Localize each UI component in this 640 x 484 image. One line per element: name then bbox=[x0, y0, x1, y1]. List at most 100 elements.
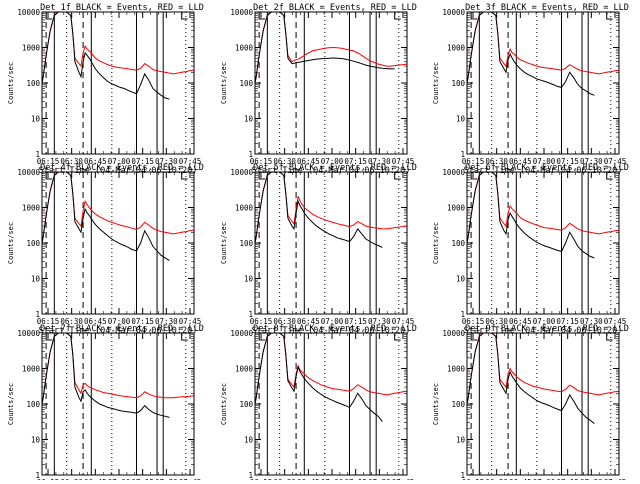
series-lld-line bbox=[255, 12, 407, 84]
x-tick-label: 06:15 bbox=[462, 157, 485, 166]
x-tick-label: 07:00 bbox=[108, 157, 131, 166]
y-tick-label: 100 bbox=[239, 79, 253, 88]
x-tick-label: 06:45 bbox=[84, 157, 107, 166]
y-axis-label: Counts/sec bbox=[220, 383, 228, 425]
x-tick-label: 07:45 bbox=[392, 157, 415, 166]
x-tick-label: 06:15 bbox=[37, 157, 60, 166]
corner-marker bbox=[394, 333, 401, 341]
y-tick-label: 100 bbox=[26, 400, 40, 409]
x-tick-label: 07:00 bbox=[533, 157, 556, 166]
series-events-line bbox=[42, 172, 170, 262]
panel-title: Det 2f BLACK = Events, RED = LLD bbox=[253, 3, 417, 13]
y-tick-label: 10 bbox=[244, 275, 254, 284]
x-axis-label: Start Time (04-Mar-04 06:10:20) bbox=[464, 166, 623, 176]
panel-5: Det 5f BLACK = Events, RED = LLD Counts/s… bbox=[220, 163, 417, 336]
y-tick-label: 10000 bbox=[17, 168, 40, 177]
y-tick-label: 10 bbox=[456, 275, 466, 284]
y-tick-label: 10000 bbox=[442, 329, 465, 338]
y-tick-label: 1000 bbox=[235, 365, 254, 374]
y-axis-label: Counts/sec bbox=[432, 222, 440, 264]
corner-marker bbox=[470, 12, 478, 20]
corner-marker bbox=[45, 12, 53, 20]
series-events-line bbox=[255, 333, 383, 422]
series-lld-line bbox=[467, 333, 619, 405]
y-tick-label: 100 bbox=[26, 239, 40, 248]
y-tick-label: 1000 bbox=[447, 365, 466, 374]
panel-2: Det 2f BLACK = Events, RED = LLD Counts/s… bbox=[220, 3, 417, 176]
x-tick-label: 06:15 bbox=[37, 317, 60, 326]
x-tick-label: 07:30 bbox=[155, 157, 178, 166]
x-tick-label: 06:15 bbox=[462, 317, 485, 326]
y-tick-label: 10000 bbox=[17, 329, 40, 338]
x-tick-label: 07:45 bbox=[392, 317, 415, 326]
x-tick-label: 07:15 bbox=[344, 157, 367, 166]
series-events-line bbox=[255, 172, 383, 248]
x-axis-label: Start Time (04-Mar-04 06:10:20) bbox=[252, 166, 411, 176]
corner-marker bbox=[470, 333, 478, 341]
plot-frame bbox=[41, 171, 195, 315]
x-tick-label: 07:15 bbox=[131, 317, 154, 326]
x-tick-label: 06:15 bbox=[250, 317, 273, 326]
y-tick-label: 10 bbox=[31, 436, 41, 445]
y-tick-label: 1000 bbox=[447, 44, 466, 53]
plot-frame bbox=[254, 171, 408, 315]
x-tick-label: 07:45 bbox=[604, 157, 627, 166]
x-tick-label: 07:15 bbox=[131, 157, 154, 166]
y-tick-label: 1000 bbox=[235, 204, 254, 213]
y-tick-label: 100 bbox=[26, 79, 40, 88]
x-tick-label: 06:30 bbox=[485, 157, 508, 166]
x-tick-label: 06:45 bbox=[297, 157, 320, 166]
corner-marker bbox=[606, 172, 613, 180]
y-tick-label: 1000 bbox=[22, 44, 41, 53]
series-lld-line bbox=[467, 172, 619, 244]
x-tick-label: 07:45 bbox=[604, 317, 627, 326]
y-tick-label: 10 bbox=[456, 115, 466, 124]
corner-marker bbox=[258, 12, 266, 20]
panel-title: Det 7f BLACK = Events, RED = LLD bbox=[40, 324, 204, 334]
corner-marker bbox=[606, 333, 613, 341]
x-axis-label: Start Time (04-Mar-04 06:10:20) bbox=[39, 166, 198, 176]
panel-title: Det 1f BLACK = Events, RED = LLD bbox=[40, 3, 204, 13]
x-tick-label: 07:30 bbox=[580, 157, 603, 166]
y-tick-label: 1 bbox=[460, 150, 465, 159]
y-tick-label: 10000 bbox=[442, 168, 465, 177]
series-lld-line bbox=[255, 333, 407, 405]
panel-6: Det 6f BLACK = Events, RED = LLD Counts/s… bbox=[432, 163, 629, 336]
x-axis-label: Start Time (04-Mar-04 06:10:20) bbox=[39, 326, 198, 336]
y-tick-label: 1 bbox=[248, 310, 253, 319]
series-events-line bbox=[467, 12, 595, 96]
corner-marker bbox=[181, 12, 188, 20]
x-tick-label: 07:15 bbox=[344, 317, 367, 326]
x-tick-label: 06:15 bbox=[250, 157, 273, 166]
panel-title: Det 5f BLACK = Events, RED = LLD bbox=[253, 163, 417, 173]
corner-marker bbox=[45, 172, 53, 180]
x-tick-label: 07:00 bbox=[321, 157, 344, 166]
x-axis-label: Start Time (04-Mar-04 06:10:20) bbox=[252, 326, 411, 336]
y-tick-label: 10 bbox=[31, 115, 41, 124]
y-tick-label: 10 bbox=[244, 436, 254, 445]
x-tick-label: 06:30 bbox=[60, 157, 83, 166]
corner-marker bbox=[394, 12, 401, 20]
y-tick-label: 100 bbox=[451, 239, 465, 248]
x-tick-label: 07:15 bbox=[556, 317, 579, 326]
panel-title: Det 6f BLACK = Events, RED = LLD bbox=[465, 163, 629, 173]
series-events-line bbox=[467, 172, 595, 259]
x-axis-label: Start Time (04-Mar-04 06:10:20) bbox=[464, 326, 623, 336]
y-tick-label: 10000 bbox=[442, 8, 465, 17]
y-tick-label: 10000 bbox=[230, 168, 253, 177]
corner-marker bbox=[470, 172, 478, 180]
series-lld-line bbox=[255, 172, 407, 244]
y-tick-label: 10000 bbox=[230, 329, 253, 338]
series-lld-line bbox=[467, 12, 619, 84]
y-tick-label: 10 bbox=[244, 115, 254, 124]
plot-frame bbox=[466, 171, 620, 315]
y-tick-label: 10000 bbox=[17, 8, 40, 17]
series-lld-line bbox=[42, 333, 194, 405]
x-tick-label: 06:45 bbox=[84, 317, 107, 326]
y-axis-label: Counts/sec bbox=[432, 383, 440, 425]
x-tick-label: 07:00 bbox=[533, 317, 556, 326]
panel-4: Det 4f BLACK = Events, RED = LLD Counts/s… bbox=[7, 163, 204, 336]
corner-marker bbox=[258, 172, 266, 180]
